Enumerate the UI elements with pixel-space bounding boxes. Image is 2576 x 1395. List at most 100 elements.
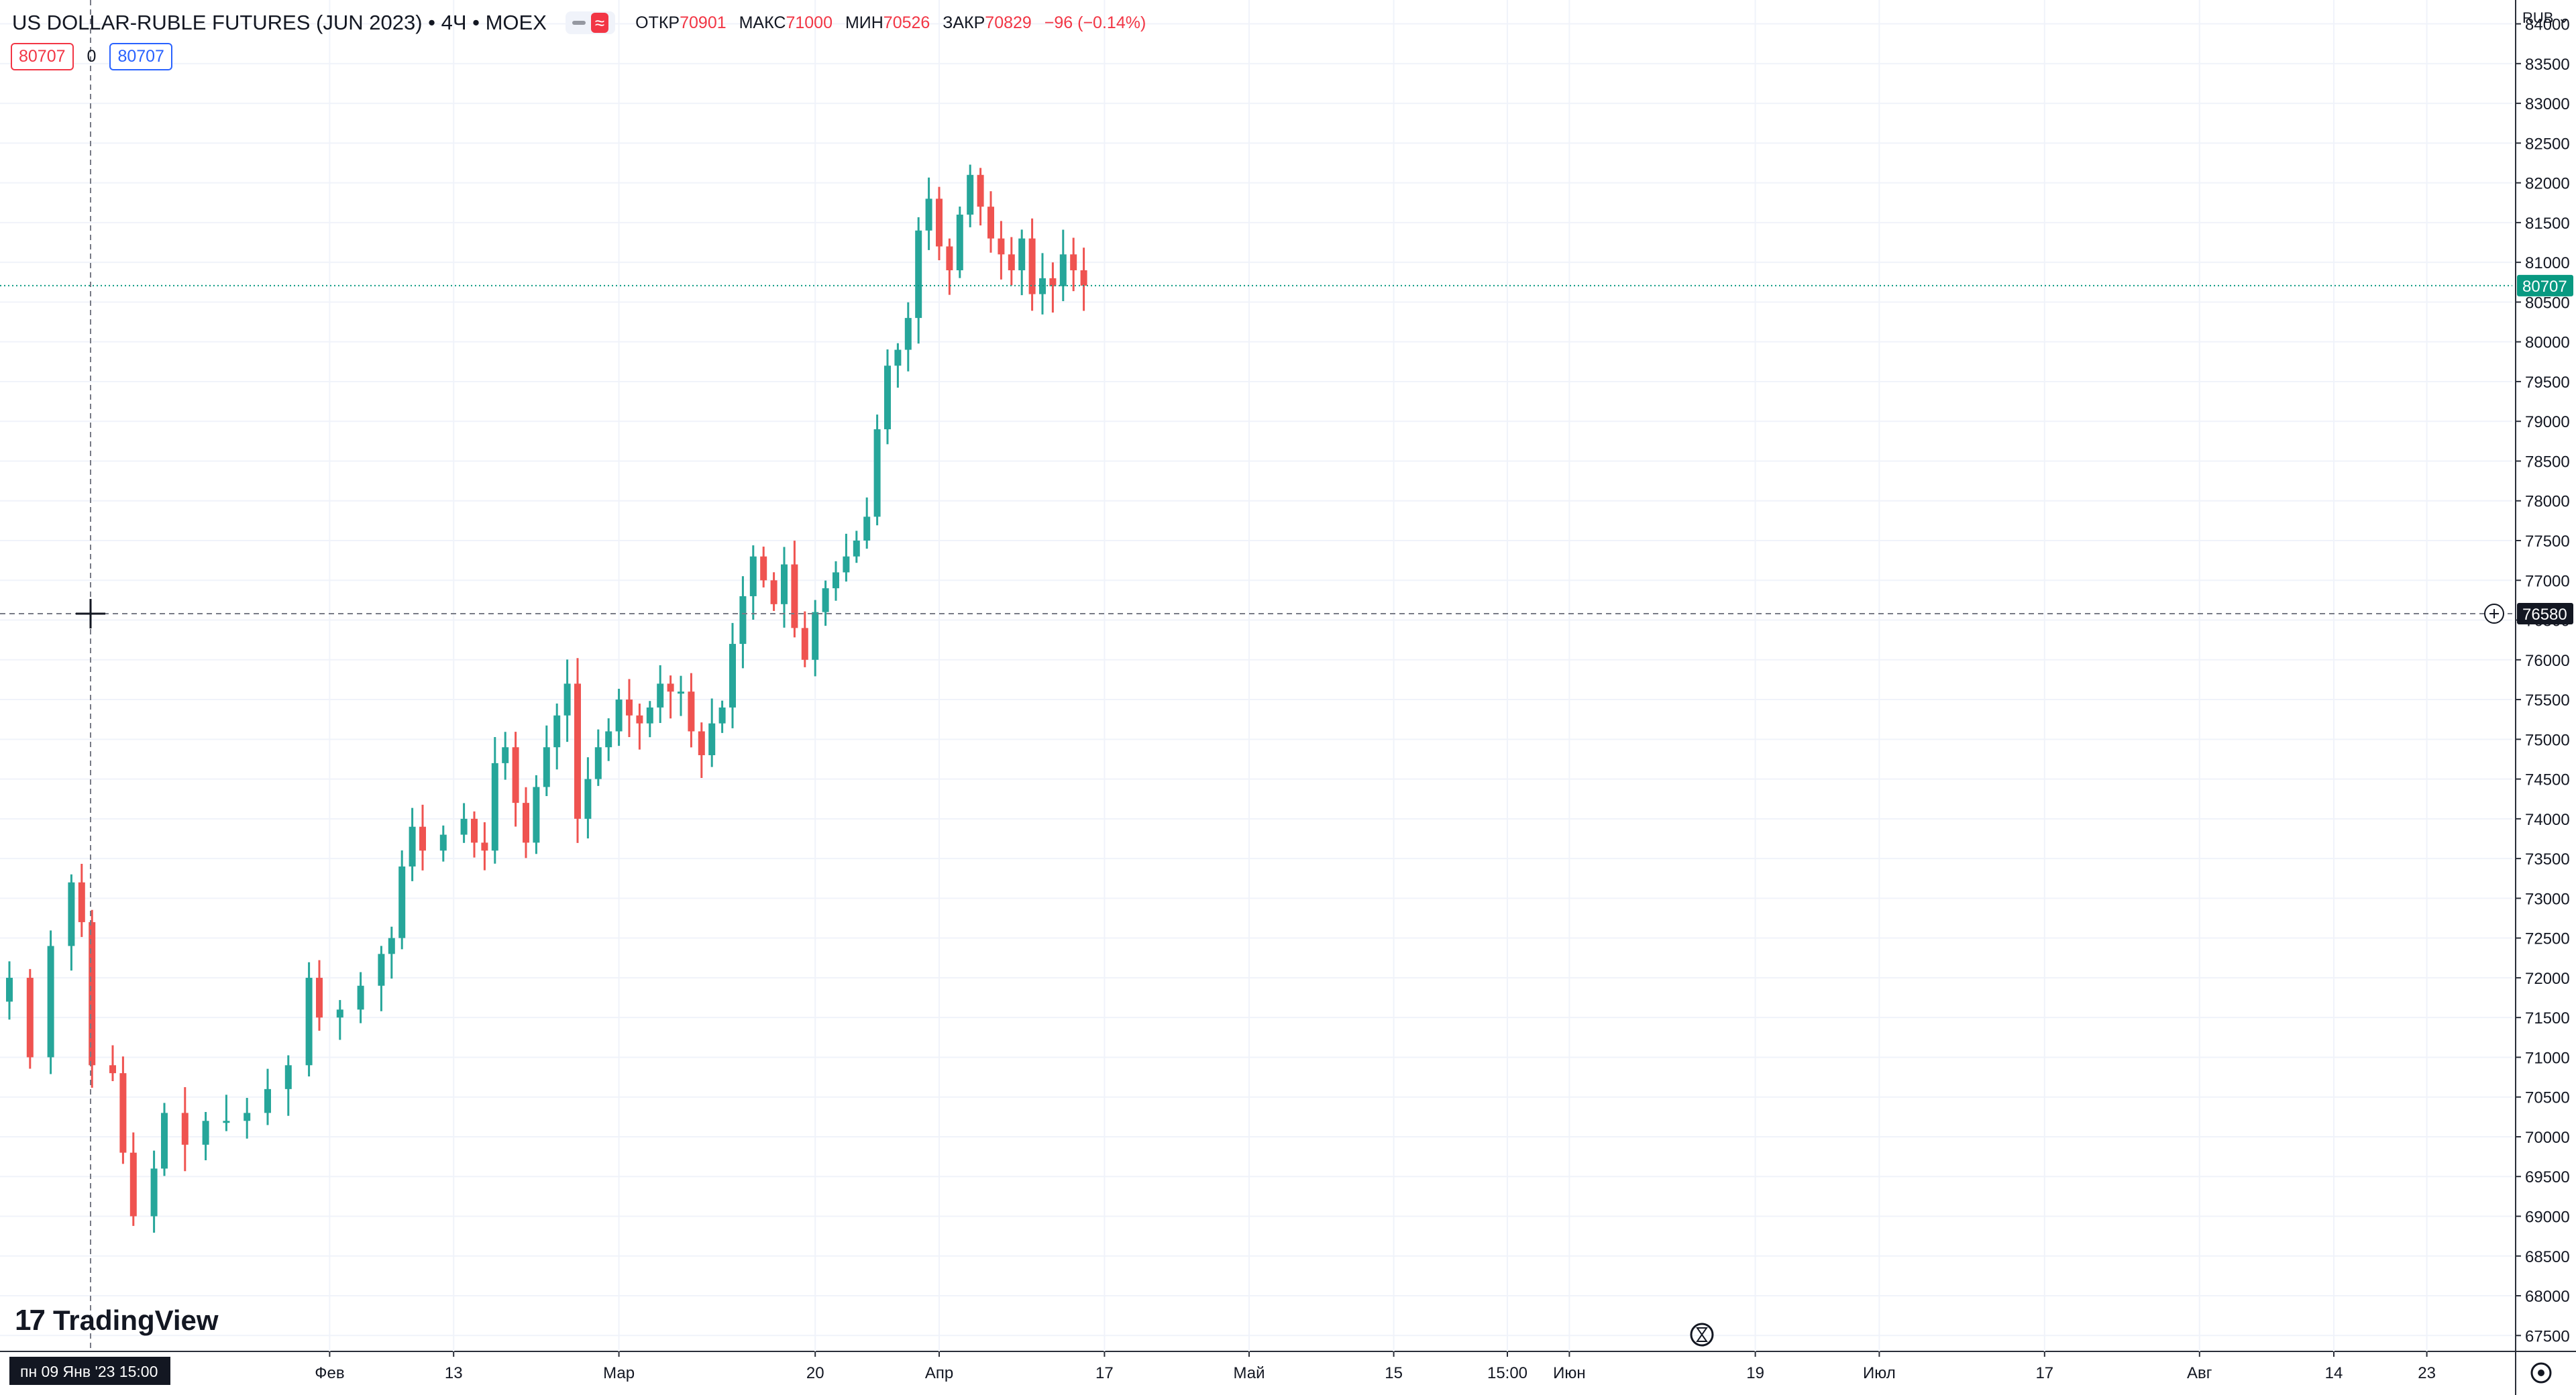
candle-body [812, 612, 819, 660]
candle-body [223, 1121, 230, 1123]
candle-body [574, 683, 581, 819]
price-tick-label: 81500 [2525, 215, 2570, 233]
time-axis[interactable]: Фев 13 Мар 20 Апр 17 Май 15 15:00 Июн 19 Июл 17 Авг 14… [315, 1351, 2436, 1382]
time-tick-label: 19 [1746, 1364, 1764, 1382]
hourglass-icon[interactable] [1690, 1323, 1714, 1347]
candle-body [833, 572, 839, 589]
price-tick-label: 80500 [2525, 294, 2570, 312]
price-tick-label: 74500 [2525, 771, 2570, 789]
candle [1080, 247, 1087, 311]
candle [378, 946, 385, 1011]
candle [1018, 229, 1026, 296]
candle-body [533, 787, 540, 843]
high-label: МАКС [739, 13, 786, 32]
price-tick-label: 82000 [2525, 175, 2570, 193]
candle-body [316, 977, 323, 1018]
candle-body [439, 834, 447, 851]
candle-body [605, 731, 612, 748]
tradingview-mark-icon: 17 [15, 1304, 46, 1337]
low-label: МИН [845, 13, 883, 32]
candle-body [584, 779, 592, 819]
approx-icon[interactable]: ≈ [590, 13, 609, 33]
candle-body [409, 826, 416, 867]
minus-icon[interactable] [572, 21, 586, 25]
candle-body [1028, 238, 1036, 294]
time-tick-label: 23 [2418, 1364, 2436, 1382]
last-price-label: 80707 [2522, 278, 2567, 296]
candle-body [78, 882, 85, 922]
candle [316, 960, 323, 1031]
tradingview-logo[interactable]: 17 TradingView [15, 1304, 219, 1337]
candle-body [491, 763, 498, 851]
candle [760, 547, 767, 588]
time-tick-label: 15:00 [1487, 1364, 1527, 1382]
candle [708, 698, 716, 767]
candle-body [47, 946, 54, 1058]
candle-body [998, 238, 1005, 255]
candle-body [615, 700, 623, 732]
candle-body [956, 215, 963, 270]
time-tick-label: 20 [806, 1364, 824, 1382]
price-tick-label: 75500 [2525, 691, 2570, 710]
hourglass-icon-shape [1696, 1327, 1708, 1342]
candle [936, 186, 943, 260]
candle [605, 718, 612, 761]
candle [801, 611, 808, 667]
price-tick-label: 84000 [2525, 16, 2570, 34]
candle [977, 168, 984, 226]
time-tick-label: 17 [1095, 1364, 1114, 1382]
candle-body [119, 1073, 127, 1153]
candle-body [481, 842, 488, 851]
candle-body [801, 628, 808, 660]
candle-body [1080, 270, 1087, 286]
candle [770, 572, 777, 611]
candle-body [915, 230, 922, 319]
currency-label[interactable]: RUB ⌄ [2522, 9, 2570, 26]
price-tick-label: 69000 [2525, 1209, 2570, 1227]
candle-body [1018, 238, 1026, 270]
candle [357, 972, 364, 1023]
candle-body [502, 747, 509, 763]
candle [884, 349, 891, 445]
time-tick-label: 14 [2325, 1364, 2343, 1382]
candle-body [89, 922, 96, 1066]
price-tick-label: 71000 [2525, 1049, 2570, 1067]
time-tick-label: 15 [1385, 1364, 1403, 1382]
candle-body [202, 1121, 209, 1145]
candle [129, 1132, 137, 1226]
symbol-title[interactable]: US DOLLAR-RUBLE FUTURES (JUN 2023) • 4Ч … [12, 11, 547, 34]
crosshair-price-label: 76580 [2522, 606, 2567, 624]
gear-icon[interactable] [2530, 1362, 2552, 1384]
candle [1070, 237, 1077, 292]
low-value: 70526 [883, 13, 930, 32]
candle-body [678, 691, 684, 694]
time-tick-label: Фев [315, 1364, 344, 1382]
candle [749, 545, 757, 620]
candle-body [1059, 254, 1067, 286]
candle-body [967, 174, 974, 215]
time-tick-label: Мар [603, 1364, 635, 1382]
candle [491, 736, 498, 864]
ask-price[interactable]: 80707 [109, 43, 172, 70]
price-tick-label: 83000 [2525, 95, 2570, 113]
candle [657, 665, 664, 723]
candle-body [708, 723, 716, 756]
price-tick-label: 76000 [2525, 652, 2570, 670]
crosshair-time-label: пн 09 Янв '23 15:00 [20, 1363, 158, 1380]
last-price-badge [2517, 274, 2573, 296]
candle [553, 703, 561, 770]
candle [698, 722, 705, 778]
candle-body [946, 246, 953, 270]
candle-body [471, 818, 478, 843]
candle [729, 622, 736, 728]
candle-body [181, 1113, 189, 1145]
bid-price[interactable]: 80707 [11, 43, 74, 70]
candle-body [109, 1065, 116, 1074]
legend-controls[interactable]: ≈ [565, 11, 616, 34]
price-axis[interactable]: 67500 68000 68500 69000 69500 70000 70500 71000… [2516, 16, 2570, 1346]
candle-body [698, 731, 705, 756]
candle-body [636, 715, 643, 724]
candle [336, 1000, 343, 1040]
candle [873, 414, 881, 526]
